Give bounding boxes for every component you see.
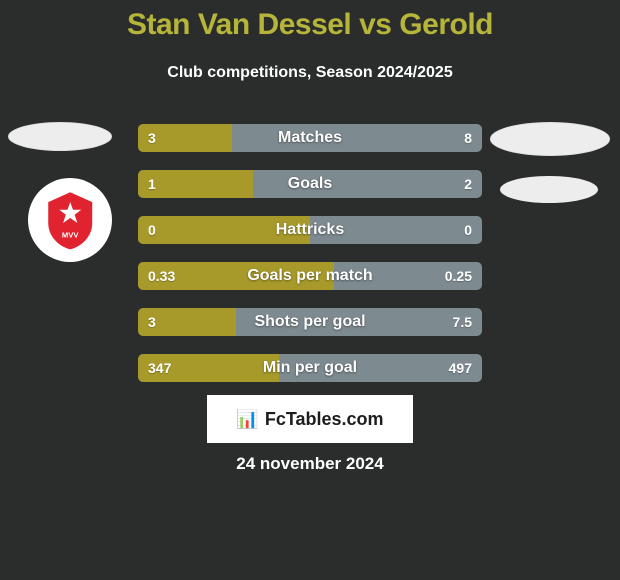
club-crest-icon: MVV (40, 190, 100, 250)
stat-left-segment (138, 216, 310, 244)
player-left-avatar (8, 122, 112, 151)
stat-right-segment (232, 124, 482, 152)
stat-row: Hattricks00 (138, 216, 482, 244)
footer-date: 24 november 2024 (0, 454, 620, 474)
stat-row: Shots per goal37.5 (138, 308, 482, 336)
brand-text: FcTables.com (265, 409, 384, 430)
stat-row: Matches38 (138, 124, 482, 152)
stat-row: Goals12 (138, 170, 482, 198)
stat-right-segment (334, 262, 482, 290)
player-right-club-badge (500, 176, 598, 203)
stat-row: Goals per match0.330.25 (138, 262, 482, 290)
player-right-avatar (490, 122, 610, 156)
page-title: Stan Van Dessel vs Gerold (0, 8, 620, 42)
stat-right-segment (310, 216, 482, 244)
stat-left-segment (138, 262, 334, 290)
stat-left-segment (138, 354, 279, 382)
stat-row: Min per goal347497 (138, 354, 482, 382)
stat-bars: Matches38 Goals12 Hattricks00 Goals per mat… (138, 124, 482, 400)
svg-text:MVV: MVV (62, 230, 80, 239)
player-left-club-badge: MVV (28, 178, 112, 262)
stat-left-segment (138, 170, 253, 198)
stat-right-segment (253, 170, 482, 198)
stat-right-segment (279, 354, 482, 382)
subtitle: Club competitions, Season 2024/2025 (0, 64, 620, 82)
brand-badge: 📊 FcTables.com (207, 395, 413, 443)
stat-right-segment (236, 308, 482, 336)
chart-icon: 📊 (236, 410, 258, 428)
stat-left-segment (138, 124, 232, 152)
comparison-card: Stan Van Dessel vs Gerold Club competiti… (0, 0, 620, 580)
stat-left-segment (138, 308, 236, 336)
